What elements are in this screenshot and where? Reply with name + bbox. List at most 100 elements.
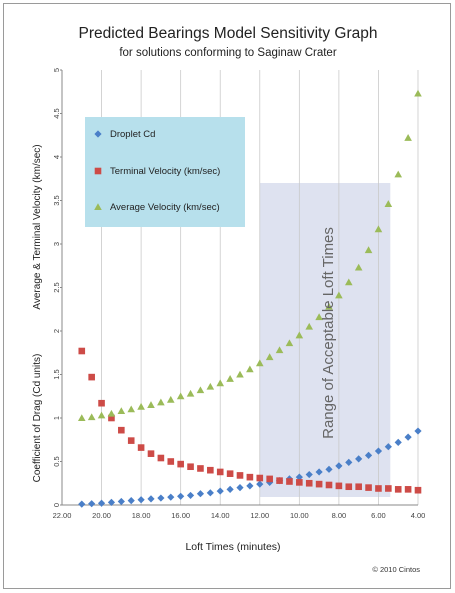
average-velocity-point bbox=[97, 411, 106, 419]
range-annotation: Range of Acceptable Loft Times bbox=[320, 227, 337, 439]
droplet-cd-point bbox=[226, 485, 234, 493]
terminal-velocity-point bbox=[365, 484, 372, 491]
terminal-velocity-point bbox=[98, 399, 105, 407]
droplet-cd-point bbox=[394, 438, 402, 446]
average-velocity-point bbox=[255, 359, 264, 367]
terminal-velocity-point bbox=[414, 486, 422, 494]
terminal-velocity-point bbox=[177, 460, 184, 468]
droplet-cd-point bbox=[335, 462, 343, 470]
droplet-cd-point bbox=[117, 497, 125, 506]
average-velocity-point bbox=[226, 375, 234, 382]
terminal-velocity-point bbox=[108, 414, 115, 422]
terminal-velocity-point bbox=[385, 485, 392, 492]
y-tick-label: 4 bbox=[52, 155, 61, 159]
droplet-cd-point bbox=[345, 458, 353, 466]
average-velocity-point bbox=[107, 409, 116, 417]
droplet-cd-point bbox=[167, 493, 175, 501]
x-tick-label: 16.00 bbox=[171, 511, 190, 520]
range-box bbox=[259, 183, 391, 497]
droplet-cd-point bbox=[305, 470, 313, 479]
x-tick-label: 8.00 bbox=[332, 511, 347, 520]
terminal-velocity-point bbox=[256, 474, 264, 482]
average-velocity-point bbox=[325, 302, 333, 310]
droplet-cd-point bbox=[384, 443, 392, 451]
terminal-velocity-point bbox=[118, 426, 125, 434]
droplet-cd-point bbox=[177, 492, 185, 500]
average-velocity-point bbox=[285, 339, 294, 347]
average-velocity-point bbox=[87, 413, 96, 421]
terminal-velocity-point bbox=[355, 483, 362, 491]
legend-marker-average bbox=[94, 203, 102, 210]
x-tick-label: 20.00 bbox=[92, 511, 111, 520]
droplet-cd-point bbox=[315, 468, 323, 476]
terminal-velocity-point bbox=[236, 472, 244, 479]
droplet-cd-point bbox=[88, 500, 96, 508]
axis-layer: 22.00 20.00 18.00 16.00 14.00 12.00 10.00 8.00 6… bbox=[52, 68, 425, 520]
terminal-velocity-point bbox=[305, 479, 313, 487]
average-velocity-point bbox=[374, 225, 383, 233]
average-velocity-point bbox=[137, 402, 145, 410]
average-velocity-point bbox=[404, 134, 412, 141]
average-velocity-point bbox=[157, 398, 165, 406]
droplet-cd-point bbox=[374, 447, 383, 455]
average-velocity-point bbox=[236, 370, 244, 378]
average-velocity-point bbox=[176, 392, 185, 400]
terminal-velocity-point bbox=[127, 437, 135, 444]
terminal-velocity-point bbox=[187, 463, 194, 471]
droplet-cd-point bbox=[186, 491, 195, 500]
y-tick-label: 1.5 bbox=[52, 369, 61, 379]
terminal-velocity-point bbox=[375, 485, 382, 492]
x-tick-label: 22.00 bbox=[53, 511, 72, 520]
terminal-velocity-point bbox=[207, 466, 214, 474]
y-tick-label: 1 bbox=[52, 416, 61, 420]
terminal-velocity-point bbox=[296, 479, 303, 486]
terminal-velocity-point bbox=[137, 444, 145, 451]
y-tick-label: 0.5 bbox=[52, 456, 61, 466]
points-layer bbox=[77, 89, 422, 508]
x-tick-label: 18.00 bbox=[132, 511, 151, 520]
droplet-cd-point bbox=[256, 480, 264, 488]
terminal-velocity-point bbox=[197, 465, 204, 472]
droplet-cd-point bbox=[246, 482, 254, 490]
terminal-velocity-point bbox=[246, 473, 254, 481]
legend: Droplet Cd Terminal Velocity (km/sec) Av… bbox=[85, 117, 245, 227]
y-axis-label-bottom: Coefficient of Drag (Cd units) bbox=[32, 354, 43, 483]
droplet-cd-point bbox=[295, 473, 303, 481]
y-tick-label: 3.5 bbox=[52, 195, 61, 205]
droplet-cd-point bbox=[97, 499, 106, 507]
x-tick-label: 6.00 bbox=[371, 511, 386, 520]
legend-label-average: Average Velocity (km/sec) bbox=[110, 202, 220, 213]
y-tick-label: 4.5 bbox=[52, 108, 61, 118]
x-tick-label: 4.00 bbox=[411, 511, 426, 520]
terminal-velocity-point bbox=[276, 477, 283, 484]
x-tick-label: 12.00 bbox=[250, 511, 269, 520]
average-velocity-point bbox=[364, 246, 373, 254]
droplet-cd-point bbox=[127, 497, 135, 505]
average-velocity-point bbox=[335, 291, 343, 299]
y-axis-label-top: Average & Terminal Velocity (km/sec) bbox=[32, 144, 43, 309]
terminal-velocity-point bbox=[157, 454, 165, 462]
average-velocity-point bbox=[394, 170, 403, 178]
droplet-cd-point bbox=[147, 495, 155, 503]
average-velocity-point bbox=[275, 346, 284, 354]
terminal-velocity-point bbox=[266, 475, 273, 483]
average-velocity-point bbox=[117, 407, 126, 415]
terminal-velocity-point bbox=[345, 483, 353, 491]
droplet-cd-point bbox=[325, 465, 333, 473]
average-velocity-point bbox=[206, 382, 215, 390]
droplet-cd-point bbox=[216, 487, 224, 495]
legend-background bbox=[85, 117, 245, 227]
terminal-velocity-point bbox=[167, 458, 175, 465]
droplet-cd-point bbox=[78, 500, 86, 508]
average-velocity-point bbox=[127, 405, 136, 413]
average-velocity-point bbox=[315, 313, 323, 321]
y-tick-label: 3 bbox=[52, 242, 61, 246]
average-velocity-point bbox=[166, 395, 175, 403]
terminal-velocity-point bbox=[335, 482, 343, 490]
average-velocity-point bbox=[246, 365, 254, 373]
droplet-cd-point bbox=[355, 455, 363, 463]
average-velocity-point bbox=[414, 89, 422, 97]
droplet-cd-point bbox=[364, 451, 373, 460]
x-axis-label: Loft Times (minutes) bbox=[185, 541, 280, 553]
